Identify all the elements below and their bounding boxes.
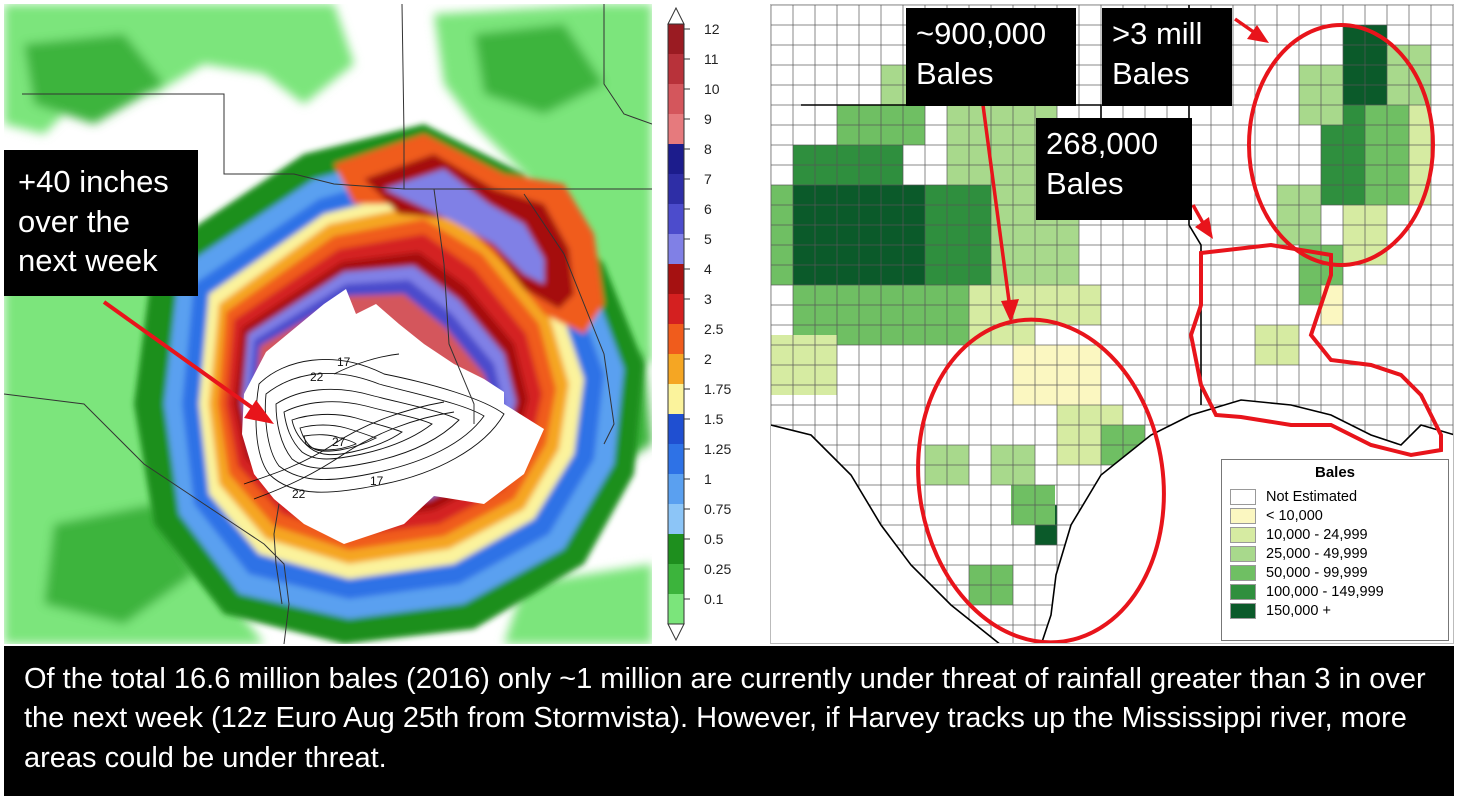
contour-label: 22 (310, 370, 324, 384)
legend-swatch (1230, 564, 1256, 581)
bales-legend: Bales Not Estimated < 10,000 10,000 - 24,9… (1221, 459, 1449, 641)
callout-arrows (981, 17, 1269, 323)
colorbar-tick-label: 5 (704, 231, 712, 247)
colorbar-swatch (668, 474, 684, 504)
colorbar-swatch (668, 114, 684, 144)
colorbar-swatch (668, 264, 684, 294)
legend-item: Not Estimated (1230, 487, 1440, 506)
colorbar-tick-label: 2.5 (704, 321, 724, 337)
legend-swatch (1230, 545, 1256, 562)
colorbar-tick-label: 0.1 (704, 591, 724, 607)
legend-label: < 10,000 (1266, 507, 1323, 524)
colorbar-swatch (668, 354, 684, 384)
colorbar-tick-label: 12 (704, 21, 720, 37)
delta-region-outline (1247, 23, 1435, 267)
legend-label: 100,000 - 149,999 (1266, 583, 1384, 600)
colorbar-tick-label: 6 (704, 201, 712, 217)
colorbar-swatch (668, 144, 684, 174)
legend-item: 25,000 - 49,999 (1230, 544, 1440, 563)
cotton-production-map: Bales Not Estimated < 10,000 10,000 - 24,9… (770, 4, 1454, 644)
legend-swatch (1230, 507, 1256, 524)
map-borders (4, 4, 652, 644)
colorbar-tick-label: 1.25 (704, 441, 731, 457)
legend-item: 150,000 + (1230, 601, 1440, 620)
colorbar-swatch (668, 174, 684, 204)
contour-label: 17 (337, 355, 351, 369)
rainfall-contours (243, 353, 505, 500)
legend-label: 10,000 - 24,999 (1266, 526, 1368, 543)
colorbar-swatch (668, 384, 684, 414)
colorbar-tick-label: 10 (704, 81, 720, 97)
legend-title: Bales (1314, 464, 1356, 481)
legend-label: 150,000 + (1266, 602, 1331, 619)
colorbar-tick-label: 11 (704, 51, 719, 67)
colorbar-swatch (668, 84, 684, 114)
louisiana-outline (1188, 242, 1443, 458)
highlighted-regions (916, 23, 1443, 643)
rainfall-forecast-map: 17 22 27 22 17 (4, 4, 652, 644)
colorbar-tick-label: 9 (704, 111, 712, 127)
callout-268k-bales: 268,000 Bales (1036, 118, 1192, 220)
colorbar-swatch (668, 324, 684, 354)
colorbar-swatch (668, 444, 684, 474)
colorbar-tick-label: 1 (704, 471, 712, 487)
colorbar-swatch (668, 234, 684, 264)
colorbar-swatch (668, 204, 684, 234)
colorbar-swatch (668, 24, 684, 54)
colorbar-tick-label: 4 (704, 261, 712, 277)
legend-item: 50,000 - 99,999 (1230, 563, 1440, 582)
colorbar-tick-label: 3 (704, 291, 712, 307)
callout-900k-bales: ~900,000 Bales (906, 8, 1076, 106)
legend-item: 100,000 - 149,999 (1230, 582, 1440, 601)
colorbar-swatch (668, 414, 684, 444)
south-texas-region-outline (916, 317, 1166, 643)
colorbar-swatch (668, 594, 684, 624)
colorbar-swatch (668, 294, 684, 324)
legend-label: Not Estimated (1266, 488, 1358, 505)
rainfall-callout: +40 inches over the next week (4, 150, 198, 296)
colorbar-tick-label: 0.5 (704, 531, 724, 547)
contour-label: 27 (332, 435, 346, 449)
colorbar-tick-label: 0.25 (704, 561, 731, 577)
legend-swatch (1230, 583, 1256, 600)
colorbar-tick-label: 1.5 (704, 411, 724, 427)
contour-label: 17 (370, 474, 384, 488)
rainfall-arrow (102, 300, 274, 424)
caption: Of the total 16.6 million bales (2016) o… (4, 646, 1454, 796)
legend-label: 25,000 - 49,999 (1266, 545, 1368, 562)
legend-item: 10,000 - 24,999 (1230, 525, 1440, 544)
legend-swatch (1230, 526, 1256, 543)
colorbar-tick-label: 7 (704, 171, 712, 187)
colorbar-bottom-arrow (667, 623, 685, 642)
legend-swatch (1230, 488, 1256, 505)
colorbar-swatch (668, 534, 684, 564)
legend-label: 50,000 - 99,999 (1266, 564, 1368, 581)
callout-3-million-bales: >3 mill Bales (1102, 8, 1232, 106)
colorbar-tick-label: 0.75 (704, 501, 731, 517)
contour-labels: 17 22 27 22 17 (292, 355, 384, 501)
colorbar-swatch (668, 564, 684, 594)
colorbar-top-arrow (667, 6, 685, 25)
colorbar-tick-label: 1.75 (704, 381, 731, 397)
colorbar-swatch (668, 504, 684, 534)
colorbar-tick-label: 8 (704, 141, 712, 157)
rainfall-colorbar: 12 11 10 9 8 7 6 5 4 3 2.5 2 1.75 1.5 1.25 1 0.75 0.5 0.25… (652, 4, 766, 644)
colorbar-swatch (668, 54, 684, 84)
contour-label: 22 (292, 487, 306, 501)
legend-swatch (1230, 602, 1256, 619)
colorbar-tick-label: 2 (704, 351, 712, 367)
legend-item: < 10,000 (1230, 506, 1440, 525)
off-scale-rainfall-core (242, 289, 544, 544)
